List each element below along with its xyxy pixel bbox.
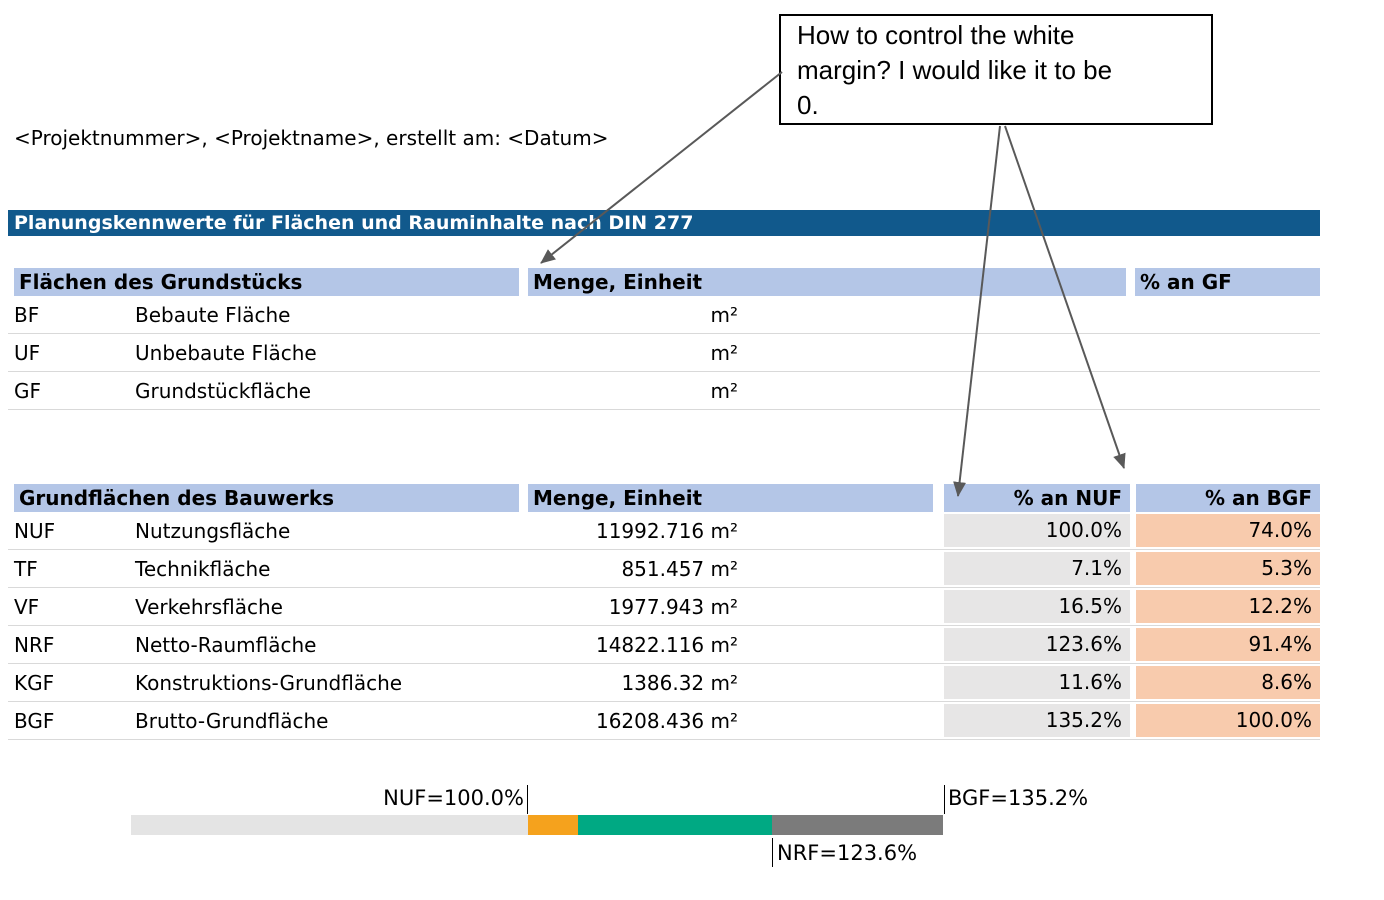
table-row: NRF Netto-Raumfläche 14822.116 m² 123.6%… (8, 626, 1320, 664)
annotation-line: How to control the white (797, 20, 1075, 50)
pct-bgf-cell: 8.6% (1136, 666, 1320, 699)
table-row: KGF Konstruktions-Grundfläche 1386.32 m²… (8, 664, 1320, 702)
row-name: Unbebaute Fläche (135, 341, 317, 365)
bar-label-nrf: NRF=123.6% (777, 841, 918, 865)
row-name: Nutzungsfläche (135, 519, 291, 543)
project-placeholder-line: <Projektnummer>, <Projektname>, erstellt… (14, 126, 609, 150)
row-name: Grundstückfläche (135, 379, 312, 403)
pct-nuf-cell: 16.5% (944, 590, 1130, 623)
row-name: Verkehrsfläche (135, 595, 283, 619)
row-value: 1977.943 m² (608, 595, 738, 619)
row-value: 16208.436 m² (595, 709, 738, 733)
table-row: TF Technikfläche 851.457 m² 7.1% 5.3% (8, 550, 1320, 588)
row-value: 851.457 m² (621, 557, 738, 581)
row-name: Netto-Raumfläche (135, 633, 317, 657)
row-value: 14822.116 m² (595, 633, 738, 657)
report-title-bar: Planungskennwerte für Flächen und Raumin… (8, 210, 1320, 236)
pct-bgf-cell: 74.0% (1136, 514, 1320, 547)
pct-nuf-cell: 100.0% (944, 514, 1130, 547)
row-code: NRF (14, 633, 55, 657)
pct-nuf-cell: 123.6% (944, 628, 1130, 661)
pct-bgf-cell: 91.4% (1136, 628, 1320, 661)
annotation-box: How to control the white margin? I would… (779, 14, 1213, 125)
bar-label-bgf: BGF=135.2% (948, 786, 1089, 810)
pct-bgf-cell: 100.0% (1136, 704, 1320, 737)
bar-segment-kgf (772, 815, 943, 835)
annotation-line: margin? I would like it to be (797, 55, 1113, 85)
row-name: Bebaute Fläche (135, 303, 291, 327)
row-code: BF (14, 303, 40, 327)
row-value: m² (710, 379, 739, 403)
row-code: GF (14, 379, 42, 403)
row-value: m² (710, 303, 739, 327)
pct-bgf-cell: 5.3% (1136, 552, 1320, 585)
table2-header-col4: % an BGF (1136, 484, 1320, 512)
table-row: UF Unbebaute Fläche m² (8, 334, 1320, 372)
bar-segment-vf (578, 815, 772, 835)
row-code: BGF (14, 709, 55, 733)
annotation-line: 0. (797, 90, 819, 120)
table1-header-col2: Menge, Einheit (528, 268, 1126, 296)
row-name: Konstruktions-Grundfläche (135, 671, 403, 695)
pct-nuf-cell: 135.2% (944, 704, 1130, 737)
row-name: Technikfläche (135, 557, 271, 581)
table-row: BGF Brutto-Grundfläche 16208.436 m² 135.… (8, 702, 1320, 740)
bar-label-nuf: NUF=100.0% (383, 786, 524, 810)
table2-header-col3: % an NUF (944, 484, 1130, 512)
table-row: VF Verkehrsfläche 1977.943 m² 16.5% 12.2… (8, 588, 1320, 626)
table-row: BF Bebaute Fläche m² (8, 296, 1320, 334)
row-code: TF (14, 557, 38, 581)
table1-header-col3: % an GF (1135, 268, 1320, 296)
row-name: Brutto-Grundfläche (135, 709, 329, 733)
pct-bgf-cell: 12.2% (1136, 590, 1320, 623)
table-row: NUF Nutzungsfläche 11992.716 m² 100.0% 7… (8, 512, 1320, 550)
row-code: UF (14, 341, 41, 365)
row-code: VF (14, 595, 40, 619)
row-code: NUF (14, 519, 56, 543)
row-value: m² (710, 341, 739, 365)
row-code: KGF (14, 671, 55, 695)
bar-segment-tf (528, 815, 578, 835)
bar-segment-nuf (131, 815, 528, 835)
table-row: GF Grundstückfläche m² (8, 372, 1320, 410)
table2-header-col1: Grundflächen des Bauwerks (14, 484, 519, 512)
row-value: 1386.32 m² (621, 671, 738, 695)
pct-nuf-cell: 7.1% (944, 552, 1130, 585)
tick-bgf (944, 785, 945, 814)
tick-nuf (527, 785, 528, 814)
row-value: 11992.716 m² (595, 519, 738, 543)
table2-header-col2: Menge, Einheit (528, 484, 933, 512)
table1-header-col1: Flächen des Grundstücks (14, 268, 519, 296)
tick-nrf (772, 838, 773, 867)
pct-nuf-cell: 11.6% (944, 666, 1130, 699)
